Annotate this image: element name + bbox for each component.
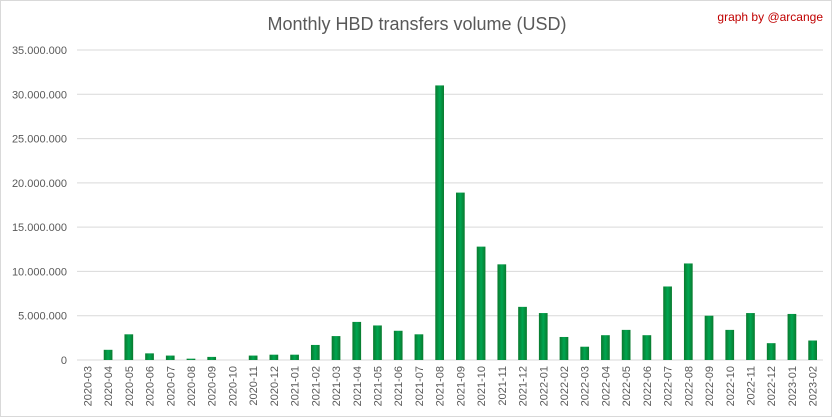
y-tick-label: 20.000.000	[12, 178, 67, 190]
bar	[373, 325, 382, 360]
x-tick-label: 2020-06	[145, 366, 157, 406]
bar	[310, 344, 320, 360]
x-tick-label: 2022-12	[766, 366, 778, 406]
bar	[414, 334, 424, 360]
x-tick-label: 2021-08	[435, 366, 447, 406]
x-tick-label: 2022-06	[642, 366, 654, 406]
x-tick-label: 2022-10	[725, 366, 737, 406]
bar	[497, 264, 507, 360]
bar	[808, 340, 817, 360]
bar	[663, 286, 672, 360]
bar	[145, 353, 154, 360]
x-tick-label: 2021-12	[518, 366, 530, 406]
bar	[352, 321, 362, 360]
bar	[559, 336, 569, 360]
bar	[248, 355, 258, 360]
bar	[642, 335, 652, 360]
x-tick-label: 2022-11	[745, 366, 757, 406]
x-axis-ticks: 2020-03 2020-04 2020-05 2020-06 2020-07 2020-…	[82, 366, 819, 406]
x-tick-label: 2020-12	[269, 366, 281, 406]
bar	[746, 313, 755, 360]
x-tick-label: 2021-05	[372, 366, 384, 406]
x-tick-label: 2023-01	[787, 366, 799, 406]
y-tick-label: 35.000.000	[12, 45, 67, 57]
bar	[704, 315, 714, 360]
bar	[393, 330, 403, 360]
x-tick-label: 2020-09	[207, 366, 219, 406]
x-tick-label: 2022-03	[580, 366, 592, 406]
x-tick-label: 2020-10	[227, 366, 239, 406]
bar	[331, 336, 341, 360]
x-tick-label: 2022-05	[621, 366, 633, 406]
bar	[435, 85, 444, 360]
x-tick-label: 2020-07	[165, 366, 177, 406]
bar	[621, 329, 631, 360]
x-tick-label: 2020-04	[103, 366, 115, 406]
bar	[290, 354, 299, 360]
x-tick-label: 2020-11	[248, 366, 260, 406]
bar	[766, 343, 776, 360]
chart-title: Monthly HBD transfers volume (USD)	[267, 14, 566, 34]
bar	[580, 346, 590, 360]
x-tick-label: 2021-09	[455, 366, 467, 406]
x-tick-label: 2020-03	[82, 366, 94, 406]
y-tick-label: 15.000.000	[12, 222, 67, 234]
bar	[476, 246, 486, 360]
x-tick-label: 2021-11	[497, 366, 509, 406]
x-tick-label: 2021-07	[414, 366, 426, 406]
y-axis-ticks: 0 5.000.000 10.000.000 15.000.000 20.000.000…	[12, 45, 67, 367]
bar	[787, 313, 797, 360]
x-tick-label: 2021-06	[393, 366, 405, 406]
x-tick-label: 2021-01	[290, 366, 302, 406]
y-tick-label: 0	[61, 355, 67, 367]
bar	[538, 313, 548, 360]
x-tick-label: 2022-07	[663, 366, 675, 406]
bar	[683, 263, 693, 360]
bar	[207, 356, 217, 360]
bar	[103, 349, 113, 360]
x-tick-label: 2022-01	[538, 366, 550, 406]
y-tick-label: 10.000.000	[12, 266, 67, 278]
bar	[518, 306, 527, 360]
bars	[103, 85, 817, 360]
y-tick-label: 25.000.000	[12, 134, 67, 146]
y-tick-label: 5.000.000	[18, 311, 67, 323]
x-tick-label: 2021-03	[331, 366, 343, 406]
x-tick-label: 2021-02	[310, 366, 322, 406]
x-tick-label: 2022-02	[559, 366, 571, 406]
y-tick-label: 30.000.000	[12, 89, 67, 101]
x-tick-label: 2023-02	[808, 366, 820, 406]
bar	[269, 354, 279, 360]
bar	[165, 355, 175, 360]
x-tick-label: 2022-08	[683, 366, 695, 406]
bar	[124, 334, 134, 360]
x-tick-label: 2021-04	[352, 366, 364, 406]
x-tick-label: 2021-10	[476, 366, 488, 406]
bar	[186, 358, 196, 360]
bar	[725, 329, 735, 360]
chart-credit: graph by @arcange	[717, 10, 823, 24]
x-tick-label: 2020-05	[124, 366, 136, 406]
x-tick-label: 2020-08	[186, 366, 198, 406]
bar	[601, 335, 610, 360]
x-tick-label: 2022-04	[600, 366, 612, 406]
x-tick-label: 2022-09	[704, 366, 716, 406]
bar	[456, 192, 465, 360]
gridlines	[77, 49, 823, 361]
